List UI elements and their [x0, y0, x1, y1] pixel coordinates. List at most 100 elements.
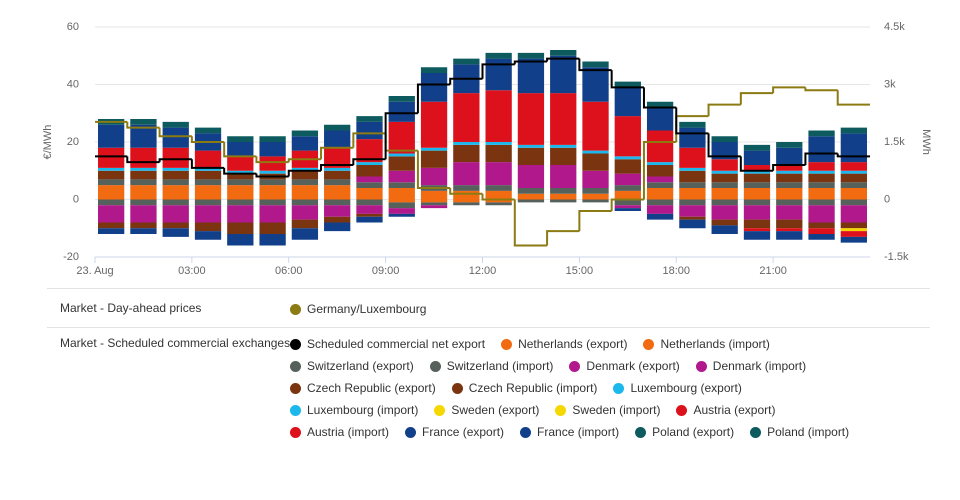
bar — [420, 167, 448, 186]
bar — [550, 165, 577, 188]
legend-marker — [290, 404, 301, 416]
y-tick-label: 60 — [67, 21, 79, 33]
bar — [776, 182, 803, 188]
bar — [98, 205, 125, 223]
y-tick-label: 20 — [67, 136, 79, 148]
legend-label: France (export) — [422, 425, 505, 439]
bar — [227, 199, 254, 206]
bar — [453, 144, 480, 163]
bar — [550, 144, 577, 148]
bar — [324, 130, 351, 148]
bar — [614, 156, 641, 160]
bar — [259, 185, 286, 200]
bar — [98, 185, 125, 200]
bar — [776, 199, 803, 206]
legend-item[interactable]: Czech Republic (export) — [290, 380, 436, 396]
legend-item[interactable]: Sweden (import) — [555, 402, 660, 418]
bar — [98, 222, 125, 229]
bar — [743, 182, 771, 188]
bar — [453, 58, 480, 65]
legend-marker — [501, 338, 513, 350]
legend-item[interactable]: Switzerland (import) — [429, 358, 554, 374]
line-step — [384, 112, 418, 160]
bar — [162, 121, 189, 128]
bar — [646, 182, 674, 188]
bar — [388, 156, 415, 171]
line-step — [739, 156, 774, 172]
bar — [646, 188, 674, 200]
bar — [324, 179, 351, 186]
line-step — [449, 77, 483, 85]
bar — [324, 170, 351, 180]
legend-item[interactable]: Germany/Luxembourg — [290, 301, 426, 317]
legend-item[interactable]: France (import) — [520, 424, 619, 440]
bar — [679, 216, 706, 220]
bar — [388, 182, 415, 188]
bar — [130, 124, 157, 148]
bar — [679, 182, 706, 188]
bar — [194, 127, 222, 134]
legend-item[interactable]: Austria (import) — [290, 424, 389, 440]
legend-item[interactable]: Netherlands (import) — [643, 336, 770, 352]
legend-item[interactable]: Luxembourg (export) — [613, 380, 742, 396]
bar — [420, 199, 448, 203]
bar — [517, 165, 545, 188]
legend-item[interactable]: Netherlands (export) — [501, 336, 627, 352]
legend-item[interactable]: Switzerland (export) — [290, 358, 414, 374]
bar — [614, 159, 641, 174]
bar — [162, 199, 189, 206]
bar — [291, 167, 319, 171]
legend-label: Switzerland (import) — [446, 359, 554, 373]
bar — [550, 147, 577, 165]
bar — [614, 190, 641, 200]
bar — [194, 222, 222, 232]
bar — [162, 170, 189, 180]
line-step — [255, 156, 289, 164]
bar — [679, 121, 706, 128]
bar — [324, 147, 351, 168]
bar — [194, 167, 222, 171]
bar — [840, 222, 867, 229]
legend-item[interactable]: Poland (import) — [750, 424, 849, 440]
bar — [388, 188, 415, 200]
line-step — [320, 146, 354, 160]
line-step — [513, 199, 548, 247]
bar — [194, 150, 222, 168]
legend-item[interactable]: Luxembourg (import) — [290, 402, 418, 418]
bar — [291, 136, 319, 151]
bar — [550, 188, 577, 194]
bar — [582, 199, 609, 203]
line-step — [126, 121, 160, 129]
legend-item[interactable]: Austria (export) — [676, 402, 775, 418]
bar — [743, 144, 771, 151]
y-axis-title: €/MWh — [42, 125, 54, 160]
bar — [646, 165, 674, 177]
bar — [808, 136, 835, 163]
legend-item[interactable]: Denmark (export) — [569, 358, 680, 374]
bar — [614, 205, 641, 209]
legend-item[interactable]: Poland (export) — [635, 424, 734, 440]
bar — [679, 167, 706, 171]
legend-item[interactable]: Czech Republic (import) — [451, 380, 597, 396]
legend-item[interactable]: Sweden (export) — [434, 402, 539, 418]
bar — [356, 182, 383, 188]
legend-item[interactable]: Denmark (import) — [695, 358, 806, 374]
bar — [194, 170, 222, 180]
legend-marker — [676, 404, 688, 416]
bar — [356, 162, 383, 165]
legend-group: Scheduled commercial net export Netherlan… — [290, 336, 880, 440]
bar — [453, 185, 480, 191]
bar — [517, 52, 545, 59]
bar — [679, 188, 706, 200]
legend-label: Netherlands (import) — [660, 337, 770, 351]
bar — [356, 165, 383, 177]
legend-item[interactable]: France (export) — [405, 424, 504, 440]
line-step — [352, 158, 386, 165]
legend-item[interactable]: Scheduled commercial net export — [290, 336, 485, 352]
bar — [356, 176, 383, 183]
bar — [776, 170, 803, 174]
x-tick-label: 15:00 — [566, 265, 594, 277]
bar — [227, 179, 254, 186]
legend-group: Germany/Luxembourg — [290, 301, 880, 317]
